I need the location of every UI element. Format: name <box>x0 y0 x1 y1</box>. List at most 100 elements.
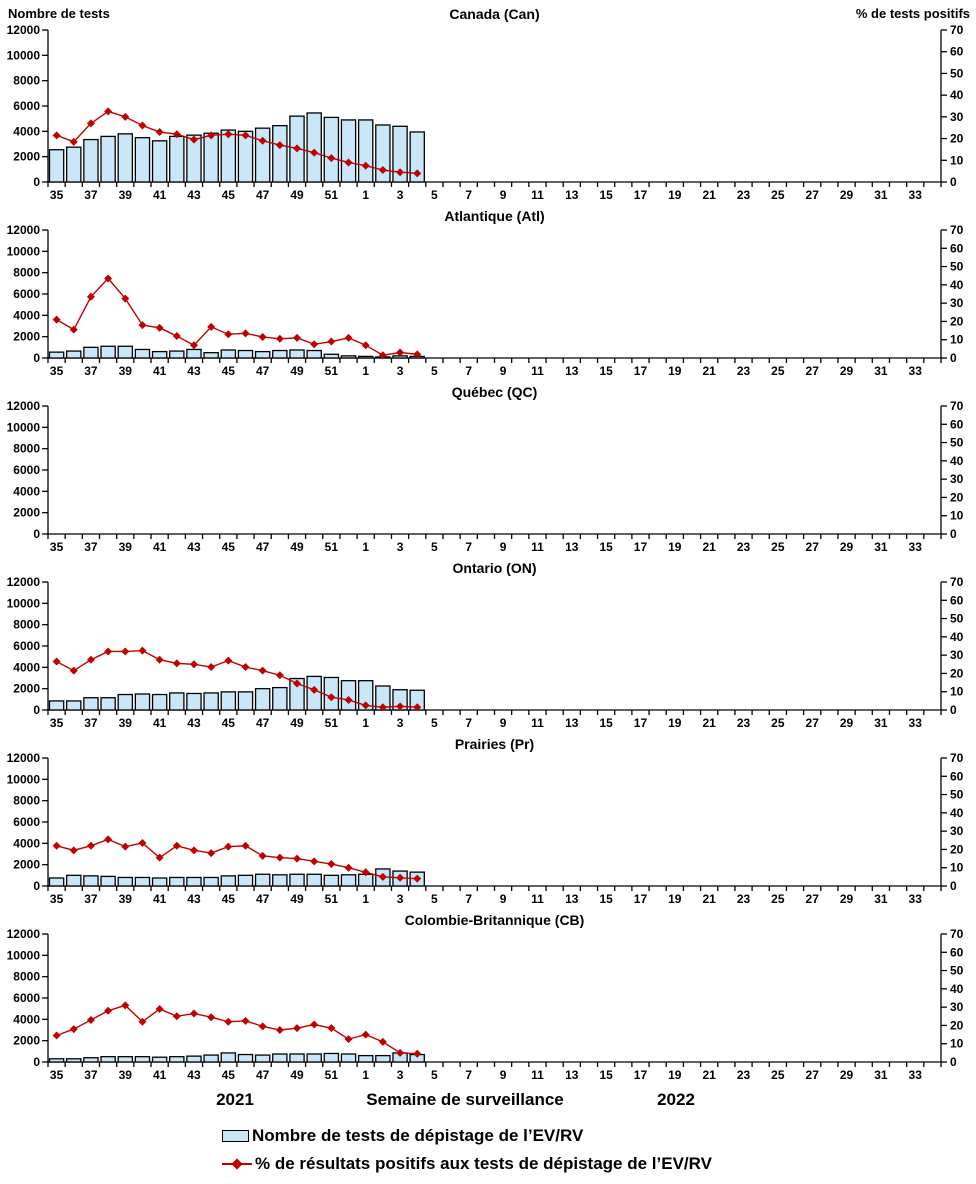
diamond-marker-icon <box>155 1004 164 1013</box>
svg-text:2000: 2000 <box>13 330 40 344</box>
right-axis-title: % de tests positifs <box>855 6 970 21</box>
svg-text:4000: 4000 <box>13 660 40 674</box>
svg-text:37: 37 <box>84 1068 98 1082</box>
svg-text:7: 7 <box>465 716 472 730</box>
svg-text:35: 35 <box>50 364 64 378</box>
svg-text:30: 30 <box>950 824 964 838</box>
svg-text:49: 49 <box>290 364 304 378</box>
svg-text:49: 49 <box>290 188 304 202</box>
svg-text:60: 60 <box>950 945 964 959</box>
svg-text:10: 10 <box>950 861 964 875</box>
svg-text:31: 31 <box>874 188 888 202</box>
panel-title-prairies: Prairies (Pr) <box>454 736 535 752</box>
svg-text:25: 25 <box>771 188 785 202</box>
axes <box>47 406 942 535</box>
diamond-marker-icon <box>310 857 319 866</box>
svg-text:30: 30 <box>950 296 964 310</box>
bars-series <box>48 675 425 711</box>
svg-text:13: 13 <box>565 364 579 378</box>
svg-text:15: 15 <box>599 716 613 730</box>
svg-text:25: 25 <box>771 716 785 730</box>
svg-text:0: 0 <box>950 527 957 541</box>
diamond-marker-icon <box>361 161 370 170</box>
diamond-marker-icon <box>189 341 198 350</box>
svg-text:2000: 2000 <box>13 1034 40 1048</box>
svg-text:33: 33 <box>909 188 923 202</box>
right-axis-ticks: 0 10 20 30 40 50 60 70 <box>941 751 964 893</box>
svg-text:0: 0 <box>33 879 40 893</box>
svg-text:10000: 10000 <box>7 948 41 962</box>
right-axis-ticks: 0 10 20 30 40 50 60 70 <box>941 927 964 1069</box>
diamond-marker-icon <box>241 131 250 140</box>
diamond-marker-icon <box>138 646 147 655</box>
x-axis-title: Semaine de surveillance <box>366 1090 564 1109</box>
svg-text:2000: 2000 <box>13 150 40 164</box>
diamond-marker-icon <box>52 841 61 850</box>
svg-text:60: 60 <box>950 593 964 607</box>
left-axis-ticks: 0 2000 4000 6000 8000 10000 12000 <box>7 751 48 893</box>
svg-text:41: 41 <box>153 892 167 906</box>
diamond-marker-icon <box>241 841 250 850</box>
svg-text:5: 5 <box>431 892 438 906</box>
svg-text:6000: 6000 <box>13 991 40 1005</box>
panel-title-ontario: Ontario (ON) <box>452 560 537 576</box>
svg-text:45: 45 <box>222 540 236 554</box>
svg-text:0: 0 <box>33 175 40 189</box>
chart-quebec: 0 2000 4000 6000 8000 10000 12000 0 10 20 30 40 50 60… <box>7 399 964 554</box>
svg-text:12000: 12000 <box>7 575 41 589</box>
svg-text:10000: 10000 <box>7 420 41 434</box>
svg-text:7: 7 <box>465 540 472 554</box>
svg-text:5: 5 <box>431 188 438 202</box>
right-axis-ticks: 0 10 20 30 40 50 60 70 <box>941 23 964 189</box>
svg-text:40: 40 <box>950 982 964 996</box>
svg-text:1: 1 <box>362 540 369 554</box>
x-axis-footer: 2021 Semaine de surveillance 2022 <box>0 1090 976 1112</box>
svg-text:1: 1 <box>362 1068 369 1082</box>
diamond-marker-icon <box>104 647 113 656</box>
svg-text:1: 1 <box>362 892 369 906</box>
svg-text:40: 40 <box>950 806 964 820</box>
svg-text:17: 17 <box>634 188 648 202</box>
right-axis-ticks: 0 10 20 30 40 50 60 70 <box>941 575 964 717</box>
diamond-marker-icon <box>138 121 147 130</box>
svg-text:45: 45 <box>222 364 236 378</box>
svg-text:23: 23 <box>737 892 751 906</box>
diamond-marker-icon <box>396 1048 405 1057</box>
svg-text:11: 11 <box>531 892 544 906</box>
svg-text:12000: 12000 <box>7 23 41 37</box>
svg-text:25: 25 <box>771 364 785 378</box>
svg-text:21: 21 <box>702 188 716 202</box>
svg-text:70: 70 <box>950 23 964 37</box>
diamond-marker-icon <box>224 130 233 139</box>
legend: Nombre de tests de dépistage de l’EV/RV … <box>222 1122 712 1178</box>
svg-text:60: 60 <box>950 417 964 431</box>
svg-text:0: 0 <box>950 175 957 189</box>
svg-text:45: 45 <box>222 716 236 730</box>
svg-text:9: 9 <box>500 188 507 202</box>
svg-text:31: 31 <box>874 892 888 906</box>
svg-text:8000: 8000 <box>13 794 40 808</box>
svg-text:25: 25 <box>771 892 785 906</box>
svg-text:0: 0 <box>950 1055 957 1069</box>
panel-atlantique: Atlantique (Atl) 0 2000 4000 6000 8000 10000 1… <box>0 206 976 382</box>
diamond-marker-icon <box>396 702 405 711</box>
bars-series <box>48 112 425 183</box>
svg-text:9: 9 <box>500 1068 507 1082</box>
svg-text:47: 47 <box>256 540 270 554</box>
svg-text:33: 33 <box>909 540 923 554</box>
bar-swatch-icon <box>222 1130 249 1142</box>
svg-text:40: 40 <box>950 88 964 102</box>
svg-text:29: 29 <box>840 188 854 202</box>
diamond-marker-icon <box>104 835 113 844</box>
svg-text:0: 0 <box>33 351 40 365</box>
svg-text:12000: 12000 <box>7 751 41 765</box>
svg-text:43: 43 <box>187 716 201 730</box>
svg-text:51: 51 <box>325 188 339 202</box>
svg-text:10000: 10000 <box>7 244 41 258</box>
svg-text:5: 5 <box>431 1068 438 1082</box>
diamond-marker-icon <box>172 130 181 139</box>
diamond-marker-icon <box>86 841 95 850</box>
svg-text:6000: 6000 <box>13 99 40 113</box>
chart-colombie-britannique: 0 2000 4000 6000 8000 10000 12000 0 10 20 30 40 50 60… <box>7 927 964 1082</box>
left-axis-ticks: 0 2000 4000 6000 8000 10000 12000 <box>7 575 48 717</box>
